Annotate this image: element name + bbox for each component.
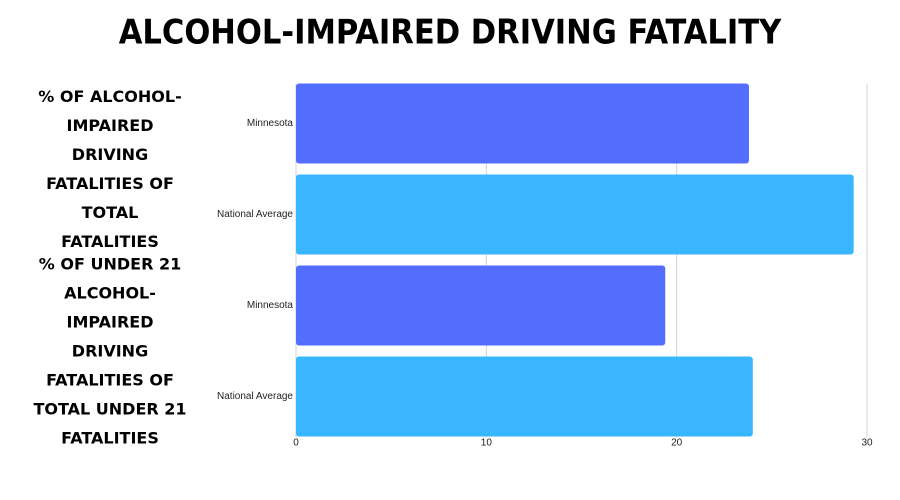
- chart-title: ALCOHOL-IMPAIRED DRIVING FATALITY: [119, 13, 782, 53]
- bar: [296, 356, 753, 437]
- y-tick-label: National Average: [217, 391, 293, 402]
- x-tick-label: 0: [293, 438, 299, 449]
- group-label: % OF ALCOHOL-IMPAIRED DRIVING FATALITIES…: [38, 87, 182, 251]
- group-label: % OF UNDER 21 ALCOHOL-IMPAIRED DRIVING F…: [33, 254, 187, 448]
- y-tick-label: National Average: [217, 209, 293, 220]
- x-tick-label: 20: [671, 438, 683, 449]
- y-tick-label: Minnesota: [247, 300, 294, 311]
- bar: [296, 83, 749, 164]
- bar: [296, 265, 666, 346]
- y-tick-label: Minnesota: [247, 118, 294, 129]
- x-tick-label: 10: [481, 438, 493, 449]
- bar: [296, 174, 854, 255]
- x-tick-label: 30: [861, 438, 873, 449]
